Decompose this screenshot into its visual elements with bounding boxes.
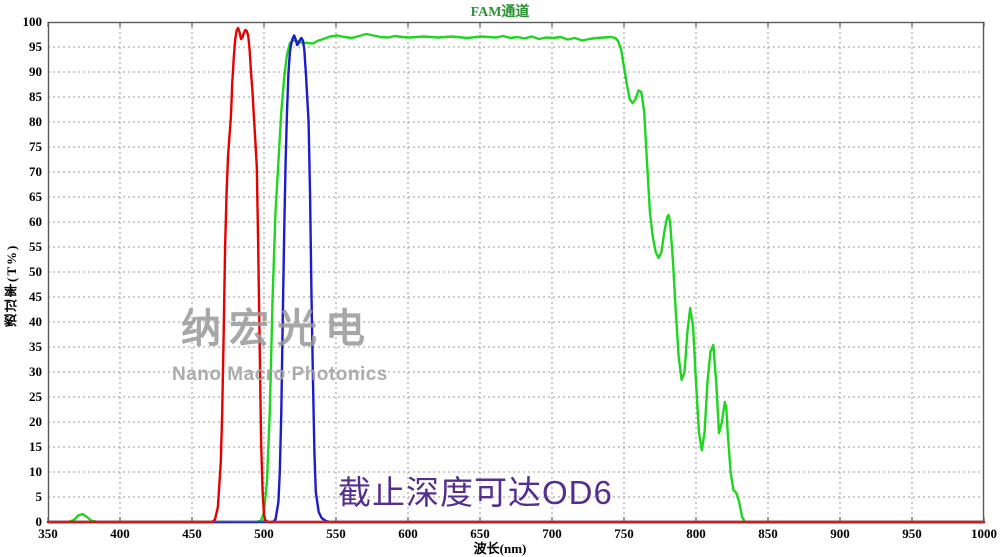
series-red_bandpass_470_500 [46, 26, 986, 524]
svg-text:950: 950 [902, 526, 922, 541]
svg-text:650: 650 [470, 526, 490, 541]
gridlines [48, 22, 984, 522]
svg-text:50: 50 [29, 264, 42, 279]
plot-area: 350 400 450 500 550 600 650 700 750 800 850 900 950 1… [23, 14, 998, 541]
od6-annotation: 截止深度可达OD6 [338, 474, 613, 511]
tick-labels: 350 400 450 500 550 600 650 700 750 800 850 900 950 1… [23, 14, 998, 541]
svg-text:0: 0 [36, 514, 43, 529]
svg-text:65: 65 [29, 189, 43, 204]
svg-text:75: 75 [29, 139, 43, 154]
chart-title: FAM通道 [470, 5, 530, 20]
plot-border [47, 21, 985, 523]
svg-text:90: 90 [29, 64, 42, 79]
svg-text:80: 80 [29, 114, 42, 129]
svg-text:35: 35 [29, 339, 43, 354]
svg-text:550: 550 [326, 526, 346, 541]
svg-text:400: 400 [110, 526, 130, 541]
svg-text:95: 95 [29, 39, 43, 54]
svg-text:70: 70 [29, 164, 42, 179]
svg-text:45: 45 [29, 289, 43, 304]
series-green_longpass_band [46, 32, 986, 524]
series-blue_bandpass_510_540 [46, 34, 986, 524]
y-axis-title: 透过率(T%) [4, 243, 19, 327]
svg-text:600: 600 [398, 526, 418, 541]
svg-text:450: 450 [182, 526, 202, 541]
svg-text:40: 40 [29, 314, 42, 329]
svg-text:750: 750 [614, 526, 634, 541]
svg-text:800: 800 [686, 526, 706, 541]
x-axis-title: 波长(nm) [473, 541, 527, 556]
svg-text:350: 350 [38, 526, 58, 541]
svg-text:850: 850 [758, 526, 778, 541]
svg-text:1000: 1000 [971, 526, 997, 541]
svg-text:10: 10 [29, 464, 42, 479]
plot-canvas: 350 400 450 500 550 600 650 700 750 800 850 900 950 1… [23, 14, 998, 541]
svg-text:85: 85 [29, 89, 43, 104]
svg-text:100: 100 [23, 14, 43, 29]
svg-text:60: 60 [29, 214, 42, 229]
svg-text:500: 500 [254, 526, 274, 541]
svg-text:20: 20 [29, 414, 42, 429]
svg-text:55: 55 [29, 239, 43, 254]
svg-text:700: 700 [542, 526, 562, 541]
svg-text:15: 15 [29, 439, 43, 454]
svg-text:30: 30 [29, 364, 42, 379]
svg-text:25: 25 [29, 389, 43, 404]
svg-text:5: 5 [36, 489, 43, 504]
svg-text:900: 900 [830, 526, 850, 541]
